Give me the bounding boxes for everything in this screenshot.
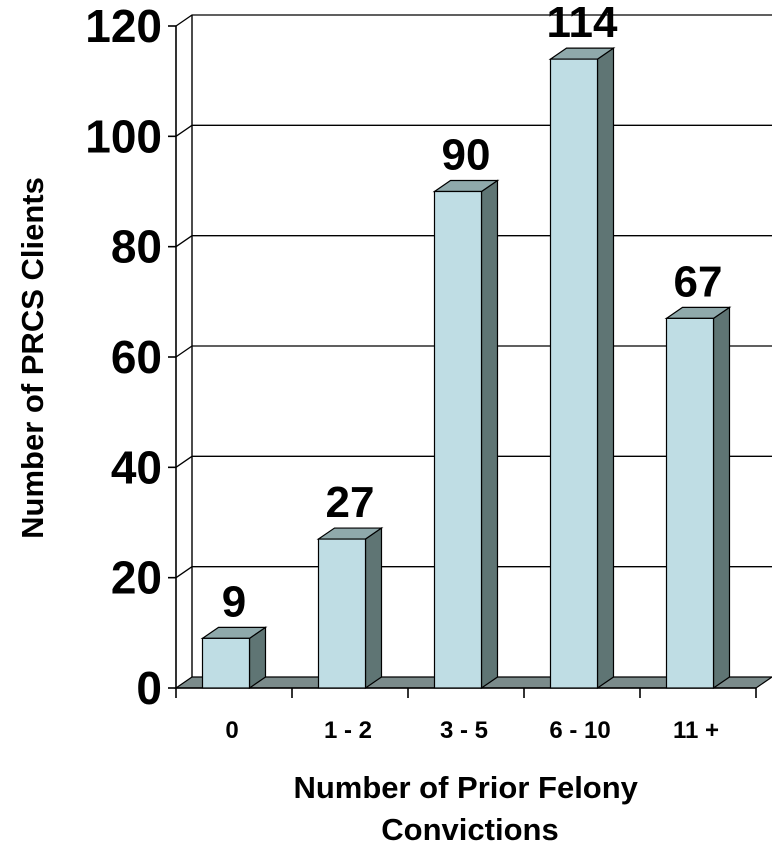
y-tick-label: 40 <box>111 441 162 493</box>
bar-front <box>433 190 483 689</box>
bar <box>548 46 616 690</box>
bar-front <box>665 317 715 689</box>
bar-front <box>201 637 251 689</box>
gridlines <box>175 14 772 579</box>
y-axis-title: Number of PRCS Clients <box>15 177 50 539</box>
bar-side <box>364 526 383 690</box>
y-tick-label: 0 <box>136 662 162 714</box>
bar <box>664 306 732 690</box>
gridline <box>175 14 772 27</box>
bar <box>432 179 500 690</box>
bar <box>200 626 268 690</box>
data-label: 27 <box>326 478 375 527</box>
y-tick-label: 120 <box>85 0 162 52</box>
y-tick-label: 100 <box>85 110 162 162</box>
bar-front <box>317 538 367 689</box>
x-tick-label: 3 - 5 <box>440 717 488 744</box>
x-tick-label: 1 - 2 <box>324 717 372 744</box>
data-label: 9 <box>222 577 246 626</box>
bars <box>200 46 732 690</box>
data-label: 67 <box>674 257 723 306</box>
x-axis-title: Number of Prior Felony Convictions <box>293 770 646 847</box>
data-label: 90 <box>442 131 491 180</box>
y-tick-label: 20 <box>111 552 162 604</box>
bar-front <box>549 58 599 689</box>
y-tick-label: 80 <box>111 221 162 273</box>
x-axis-title-line-2: Convictions <box>381 812 558 847</box>
y-tick-label: 60 <box>111 331 162 383</box>
data-labels: 9 27 90 114 67 <box>222 0 723 626</box>
y-axis: 0 20 40 60 80 100 120 <box>85 0 176 714</box>
bar-side <box>712 306 731 690</box>
bar-side <box>596 46 615 690</box>
bar <box>316 526 384 690</box>
x-tick-label: 11 + <box>673 717 719 744</box>
x-axis-title-line-1: Number of Prior Felony <box>293 770 638 805</box>
bar-side <box>480 179 499 690</box>
x-tick-label: 6 - 10 <box>549 717 610 744</box>
x-tick-label: 0 <box>225 717 238 744</box>
data-label: 114 <box>547 0 619 47</box>
x-axis: 0 1 - 2 3 - 5 6 - 10 11 + <box>175 687 757 744</box>
